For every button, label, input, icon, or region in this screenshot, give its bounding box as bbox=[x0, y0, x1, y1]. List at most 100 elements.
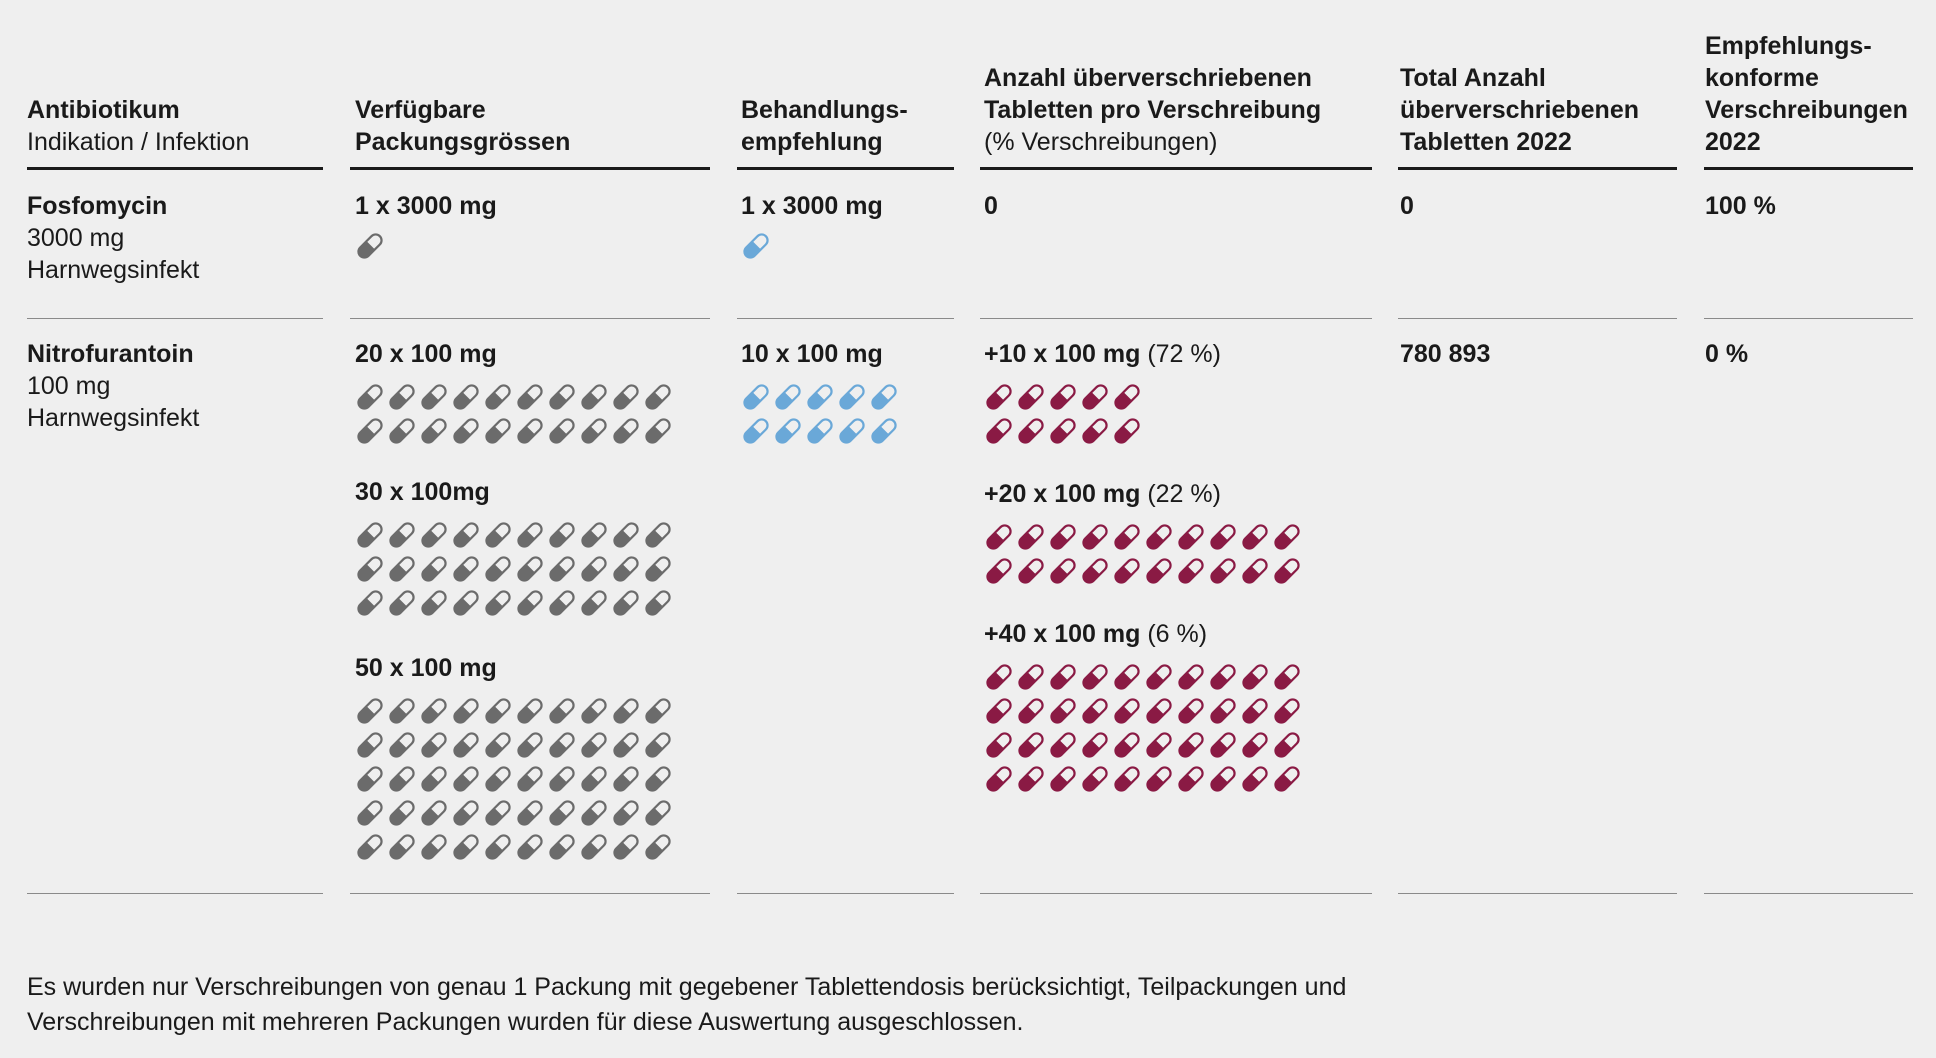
row2-pack1-pills bbox=[353, 380, 673, 448]
header-compliant: Empfehlungs- konforme Verschreibungen 20… bbox=[1705, 0, 1935, 158]
tablet-icon bbox=[1082, 558, 1108, 584]
header-recommendation-title: Behandlungs- empfehlung bbox=[741, 96, 908, 156]
tablet-icon bbox=[1018, 732, 1044, 758]
row2-pack2-pills bbox=[353, 518, 673, 620]
tablet-icon bbox=[389, 418, 415, 444]
row1-drug-name: Fosfomycin bbox=[27, 192, 168, 220]
tablet-icon bbox=[581, 766, 607, 792]
tablet-icon bbox=[986, 558, 1012, 584]
tablet-icon bbox=[1018, 558, 1044, 584]
header-recommendation: Behandlungs- empfehlung bbox=[741, 0, 971, 158]
header-antibiotic: Antibiotikum Indikation / Infektion bbox=[27, 0, 327, 158]
tablet-icon bbox=[421, 556, 447, 582]
tablet-icon bbox=[645, 522, 671, 548]
tablet-icon bbox=[645, 766, 671, 792]
row1-drug-cell: Fosfomycin 3000 mg Harnwegsinfekt bbox=[27, 190, 199, 286]
row2-over3-amount: +40 x 100 mg bbox=[984, 620, 1141, 648]
tablet-icon bbox=[389, 698, 415, 724]
row2-pack3-pills bbox=[353, 694, 673, 864]
tablet-icon bbox=[485, 766, 511, 792]
header-overprescribed: Anzahl überverschriebenen Tabletten pro … bbox=[984, 0, 1384, 158]
bottom-rule-6 bbox=[1704, 893, 1913, 894]
row2-recommendation-label: 10 x 100 mg bbox=[741, 340, 883, 368]
tablet-icon bbox=[1082, 664, 1108, 690]
tablet-icon bbox=[613, 384, 639, 410]
tablet-icon bbox=[986, 418, 1012, 444]
tablet-icon bbox=[485, 698, 511, 724]
tablet-icon bbox=[645, 698, 671, 724]
tablet-icon bbox=[517, 556, 543, 582]
tablet-icon bbox=[389, 556, 415, 582]
tablet-icon bbox=[581, 732, 607, 758]
row2-pack2-label: 30 x 100mg bbox=[355, 478, 490, 506]
tablet-icon bbox=[549, 556, 575, 582]
tablet-icon bbox=[1146, 664, 1172, 690]
tablet-icon bbox=[549, 522, 575, 548]
row2-over3-pills bbox=[982, 660, 1302, 796]
tablet-icon bbox=[1146, 766, 1172, 792]
tablet-icon bbox=[357, 418, 383, 444]
tablet-icon bbox=[453, 732, 479, 758]
header-total-title: Total Anzahl überverschriebenen Tablette… bbox=[1400, 64, 1639, 156]
row2-pack3-label: 50 x 100 mg bbox=[355, 654, 497, 682]
tablet-icon bbox=[1018, 664, 1044, 690]
row2-total-value: 780 893 bbox=[1400, 340, 1491, 368]
tablet-icon bbox=[645, 418, 671, 444]
row2-over1-amount: +10 x 100 mg bbox=[984, 340, 1141, 368]
tablet-icon bbox=[1210, 698, 1236, 724]
tablet-icon bbox=[986, 766, 1012, 792]
header-rule-2 bbox=[350, 167, 710, 170]
tablet-icon bbox=[389, 732, 415, 758]
tablet-icon bbox=[1274, 524, 1300, 550]
tablet-icon bbox=[1018, 384, 1044, 410]
tablet-icon bbox=[453, 698, 479, 724]
tablet-icon bbox=[1114, 558, 1140, 584]
tablet-icon bbox=[871, 384, 897, 410]
tablet-icon bbox=[1178, 524, 1204, 550]
row2-pack1-label: 20 x 100 mg bbox=[355, 340, 497, 368]
tablet-icon bbox=[549, 766, 575, 792]
tablet-icon bbox=[1146, 524, 1172, 550]
tablet-icon bbox=[1050, 558, 1076, 584]
bottom-rule-1 bbox=[27, 893, 323, 894]
tablet-icon bbox=[1114, 418, 1140, 444]
bottom-rule-5 bbox=[1398, 893, 1677, 894]
tablet-icon bbox=[389, 522, 415, 548]
tablet-icon bbox=[549, 732, 575, 758]
row2-compliant-value: 0 % bbox=[1705, 340, 1749, 368]
header-total: Total Anzahl überverschriebenen Tablette… bbox=[1400, 0, 1690, 158]
tablet-icon bbox=[357, 698, 383, 724]
header-overprescribed-subtitle: (% Verschreibungen) bbox=[984, 128, 1218, 156]
tablet-icon bbox=[453, 384, 479, 410]
tablet-icon bbox=[517, 766, 543, 792]
tablet-icon bbox=[645, 732, 671, 758]
tablet-icon bbox=[1178, 698, 1204, 724]
tablet-icon bbox=[485, 732, 511, 758]
tablet-icon bbox=[357, 556, 383, 582]
tablet-icon bbox=[485, 800, 511, 826]
tablet-icon bbox=[453, 556, 479, 582]
row2-over3-label: +40 x 100 mg (6 %) bbox=[984, 618, 1207, 650]
row2-drug-name: Nitrofurantoin bbox=[27, 340, 194, 368]
row1-pack-label: 1 x 3000 mg bbox=[355, 192, 497, 220]
row1-compliant-value: 100 % bbox=[1705, 192, 1776, 220]
tablet-icon bbox=[389, 800, 415, 826]
tablet-icon bbox=[1050, 524, 1076, 550]
tablet-icon bbox=[775, 384, 801, 410]
tablet-icon bbox=[871, 418, 897, 444]
tablet-icon bbox=[613, 766, 639, 792]
tablet-icon bbox=[1018, 418, 1044, 444]
tablet-icon bbox=[645, 384, 671, 410]
tablet-icon bbox=[549, 384, 575, 410]
tablet-icon bbox=[1210, 558, 1236, 584]
tablet-icon bbox=[613, 556, 639, 582]
tablet-icon bbox=[986, 384, 1012, 410]
tablet-icon bbox=[645, 800, 671, 826]
row2-over2-pills bbox=[982, 520, 1302, 588]
row-separator-3 bbox=[737, 318, 954, 319]
tablet-icon bbox=[517, 698, 543, 724]
row2-drug-cell: Nitrofurantoin 100 mg Harnwegsinfekt bbox=[27, 338, 199, 434]
tablet-icon bbox=[1210, 664, 1236, 690]
bottom-rule-2 bbox=[350, 893, 710, 894]
tablet-icon bbox=[986, 698, 1012, 724]
